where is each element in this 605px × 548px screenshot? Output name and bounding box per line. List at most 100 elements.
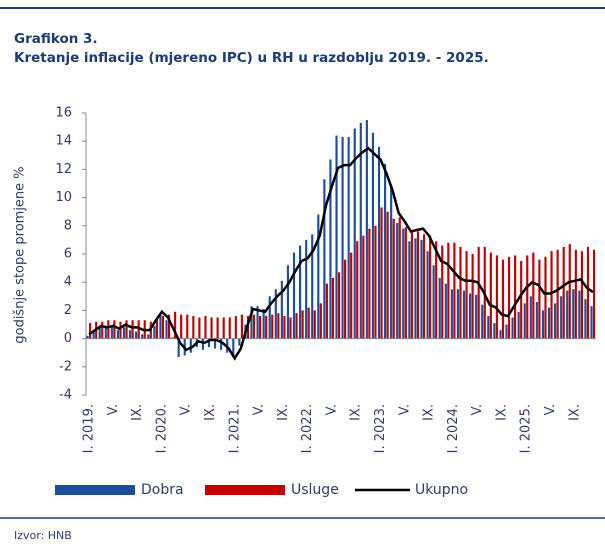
x-tick-label: I. 2024. xyxy=(446,404,461,453)
bar xyxy=(501,259,505,339)
x-tick-label: V. xyxy=(470,404,485,415)
y-tick-label: 16 xyxy=(55,106,72,121)
bar xyxy=(107,320,110,339)
bar xyxy=(259,316,262,339)
x-tick-label: V. xyxy=(397,404,412,415)
bar xyxy=(283,316,286,339)
bar xyxy=(89,323,92,339)
legend-label: Dobra xyxy=(141,482,184,498)
bar xyxy=(538,259,541,339)
bar xyxy=(92,330,95,339)
bar xyxy=(98,327,101,339)
bar xyxy=(104,325,107,339)
x-tick-label: V. xyxy=(543,404,558,415)
bar xyxy=(214,338,217,349)
bar xyxy=(414,238,417,339)
bar xyxy=(377,146,381,339)
bar xyxy=(274,289,277,339)
y-tick-label: 6 xyxy=(64,247,72,262)
bar xyxy=(535,301,538,339)
bar xyxy=(507,256,511,339)
bar xyxy=(271,314,274,339)
bar xyxy=(547,307,551,339)
bar xyxy=(240,314,243,339)
bar xyxy=(155,318,158,339)
bar xyxy=(317,214,320,339)
bar xyxy=(554,303,557,339)
bar xyxy=(350,252,353,339)
bar xyxy=(578,290,581,339)
x-tick-label: IX. xyxy=(130,404,145,421)
bar xyxy=(386,211,389,339)
bar xyxy=(416,231,420,339)
bar xyxy=(402,228,405,339)
bar xyxy=(101,321,104,339)
bar xyxy=(362,235,365,339)
legend-label: Usluge xyxy=(291,482,339,498)
x-tick-label: I. 2025. xyxy=(519,404,534,453)
bar xyxy=(374,225,377,339)
bar xyxy=(86,335,89,339)
bar xyxy=(469,293,472,339)
chart-title: Grafikon 3. xyxy=(14,31,98,47)
bar xyxy=(125,320,128,339)
x-tick-label: V. xyxy=(106,404,121,415)
bar xyxy=(353,128,356,339)
bar xyxy=(475,294,478,339)
bar xyxy=(305,239,308,339)
legend-swatch xyxy=(55,485,135,495)
y-tick-label: -4 xyxy=(59,388,72,403)
bar xyxy=(292,252,296,339)
bar xyxy=(408,241,411,339)
x-tick-label: IX. xyxy=(422,404,437,421)
bar xyxy=(586,246,590,339)
bar xyxy=(311,234,314,339)
bar xyxy=(410,230,413,339)
bar xyxy=(147,334,150,339)
x-tick-label: I. 2022. xyxy=(300,404,315,453)
bar xyxy=(344,259,347,339)
bar xyxy=(295,313,298,339)
bar xyxy=(204,316,207,339)
bar xyxy=(129,330,132,339)
bar xyxy=(137,320,140,339)
y-tick-label: 0 xyxy=(64,331,72,346)
legend-label: Ukupno xyxy=(415,482,468,498)
bar xyxy=(323,179,326,339)
bar xyxy=(396,222,399,339)
bar xyxy=(477,246,480,339)
legend-swatch xyxy=(205,485,285,495)
bar xyxy=(499,330,502,339)
bar xyxy=(526,255,529,339)
line xyxy=(88,146,594,361)
bar xyxy=(161,316,165,339)
bar xyxy=(329,159,332,339)
bar xyxy=(307,307,310,339)
x-tick-label: V. xyxy=(252,404,267,415)
bar xyxy=(544,256,547,339)
bar xyxy=(568,244,571,339)
bar xyxy=(110,325,113,339)
bar xyxy=(335,135,338,339)
bar xyxy=(560,296,563,339)
bar xyxy=(441,245,444,339)
bar xyxy=(116,330,120,339)
bar xyxy=(390,186,393,339)
bar xyxy=(192,316,195,339)
bar xyxy=(174,311,177,339)
y-tick-label: 8 xyxy=(64,218,72,233)
bar xyxy=(356,241,359,339)
bar xyxy=(447,242,450,339)
x-tick-label: V. xyxy=(179,404,194,415)
bar xyxy=(153,325,156,339)
bar xyxy=(450,289,453,339)
bar xyxy=(280,280,283,339)
bar xyxy=(517,311,520,339)
x-tick-label: V. xyxy=(324,404,339,415)
x-tick-label: IX. xyxy=(203,404,218,421)
bar xyxy=(277,313,280,339)
bar xyxy=(453,242,456,339)
x-tick-label: I. 2020. xyxy=(154,404,169,453)
bar xyxy=(398,217,401,339)
bar xyxy=(511,317,514,339)
